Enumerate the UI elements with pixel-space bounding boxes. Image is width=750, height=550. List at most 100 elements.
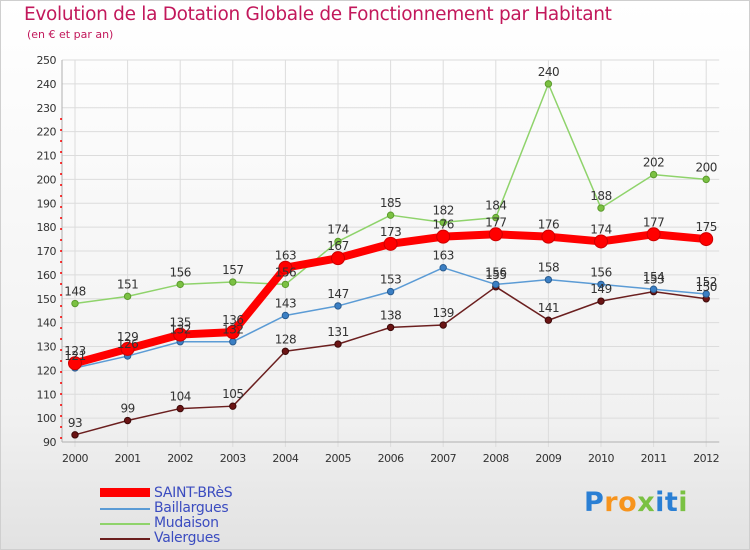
data-label-baillargues: 132 <box>222 323 243 337</box>
x-tick-label: 2009 <box>535 452 561 465</box>
data-label-valergues: 99 <box>120 402 134 416</box>
data-point-saint-br-s <box>541 229 556 244</box>
proxiti-logo: Proxiti <box>584 487 688 518</box>
y-tick-label: 170 <box>37 245 57 258</box>
x-tick-label: 2000 <box>62 452 88 465</box>
data-point-saint-br-s <box>646 227 661 242</box>
data-point-valergues <box>229 402 237 410</box>
y-tick-label: 210 <box>37 150 57 163</box>
data-label-saint-br-s: 123 <box>64 344 85 358</box>
y-tick-label: 250 <box>37 54 57 67</box>
data-label-valergues: 149 <box>590 282 611 296</box>
data-label-saint-br-s: 177 <box>485 215 506 229</box>
x-tick-label: 2002 <box>167 452 193 465</box>
legend-swatch <box>100 523 150 525</box>
data-label-mudaison: 188 <box>590 189 611 203</box>
data-label-valergues: 141 <box>538 301 559 315</box>
y-tick-label: 150 <box>37 293 57 306</box>
y-tick-label: 110 <box>37 388 57 401</box>
logo-letter: P <box>584 487 605 518</box>
data-point-baillargues <box>334 302 342 310</box>
y-tick-label: 100 <box>37 412 57 425</box>
data-point-valergues <box>334 340 342 348</box>
data-point-saint-br-s <box>331 251 345 266</box>
data-point-mudaison <box>281 280 290 289</box>
data-point-saint-br-s <box>225 325 240 340</box>
data-point-valergues <box>176 404 184 413</box>
data-point-saint-br-s <box>383 236 398 251</box>
data-label-saint-br-s: 176 <box>538 218 559 232</box>
chart-title: Evolution de la Dotation Globale de Fonc… <box>24 4 612 25</box>
data-point-valergues <box>71 431 79 439</box>
data-label-baillargues: 153 <box>380 273 401 287</box>
data-label-saint-br-s: 173 <box>380 225 401 239</box>
x-tick-label: 2006 <box>378 452 404 465</box>
data-label-saint-br-s: 136 <box>222 313 243 327</box>
x-tick-label: 2001 <box>115 452 141 465</box>
logo-letter: x <box>637 487 656 518</box>
data-label-baillargues: 156 <box>590 265 611 279</box>
y-tick-label: 220 <box>37 126 57 139</box>
chart-subtitle: (en € et par an) <box>27 28 114 41</box>
data-point-baillargues <box>597 280 605 289</box>
data-label-mudaison: 185 <box>380 196 401 210</box>
legend-label: Baillargues <box>154 500 229 516</box>
data-label-baillargues: 126 <box>117 337 138 351</box>
y-tick-label: 200 <box>37 173 57 186</box>
data-point-baillargues <box>386 287 395 296</box>
data-labels: 93 99 104 105 128 131 138 139 155 141 149 153 150 148… <box>64 65 717 430</box>
data-label-mudaison: 151 <box>117 277 138 291</box>
data-label-baillargues: 154 <box>643 270 664 284</box>
logo-letter: i <box>655 487 665 518</box>
data-label-baillargues: 143 <box>275 296 296 310</box>
data-label-baillargues: 163 <box>432 249 453 263</box>
x-tick-label: 2007 <box>430 452 456 465</box>
data-label-saint-br-s: 174 <box>590 222 611 236</box>
logo-letter: r <box>604 487 619 518</box>
legend-label: Mudaison <box>154 515 219 531</box>
y-tick-label: 240 <box>37 78 57 91</box>
data-label-baillargues: 147 <box>327 287 348 301</box>
logo-letter: o <box>618 487 638 518</box>
data-label-mudaison: 148 <box>64 285 85 299</box>
data-point-saint-br-s <box>699 232 714 247</box>
data-point-saint-br-s <box>488 227 503 242</box>
data-label-valergues: 104 <box>169 390 190 404</box>
data-label-mudaison: 202 <box>643 156 664 170</box>
logo-letter: t <box>664 487 679 518</box>
data-label-mudaison: 156 <box>275 265 296 279</box>
y-tick-label: 120 <box>37 364 57 377</box>
data-label-saint-br-s: 167 <box>327 239 348 253</box>
logo-letter: i <box>678 487 689 518</box>
data-label-saint-br-s: 129 <box>117 330 138 344</box>
data-label-valergues: 131 <box>327 325 348 339</box>
data-point-mudaison <box>544 80 553 88</box>
data-point-baillargues <box>492 280 500 289</box>
legend-label: Valergues <box>154 530 221 546</box>
data-label-mudaison: 157 <box>222 263 243 277</box>
x-tick-label: 2004 <box>272 452 298 465</box>
data-point-valergues <box>386 323 395 332</box>
series-lines <box>68 80 714 439</box>
x-tick-label: 2003 <box>220 452 246 465</box>
axes: 90 100 110 120 130 140 150 160 170 180 190 200 210 22… <box>37 54 720 465</box>
data-label-mudaison: 240 <box>538 65 559 79</box>
data-point-mudaison <box>649 170 658 179</box>
x-tick-label: 2011 <box>641 452 667 465</box>
data-label-valergues: 150 <box>695 280 716 294</box>
data-point-baillargues <box>439 264 447 272</box>
data-label-valergues: 93 <box>68 416 82 430</box>
legend-swatch <box>100 488 150 497</box>
data-label-mudaison: 156 <box>169 265 190 279</box>
data-label-valergues: 105 <box>222 387 243 401</box>
data-label-valergues: 139 <box>432 306 453 320</box>
x-tick-label: 2005 <box>325 452 351 465</box>
data-label-valergues: 153 <box>643 273 664 287</box>
data-point-saint-br-s <box>120 341 135 356</box>
y-tick-label: 140 <box>37 317 57 330</box>
data-point-saint-br-s <box>278 260 293 275</box>
data-point-baillargues <box>281 311 290 320</box>
data-point-baillargues <box>229 338 237 346</box>
data-point-mudaison <box>229 278 237 286</box>
